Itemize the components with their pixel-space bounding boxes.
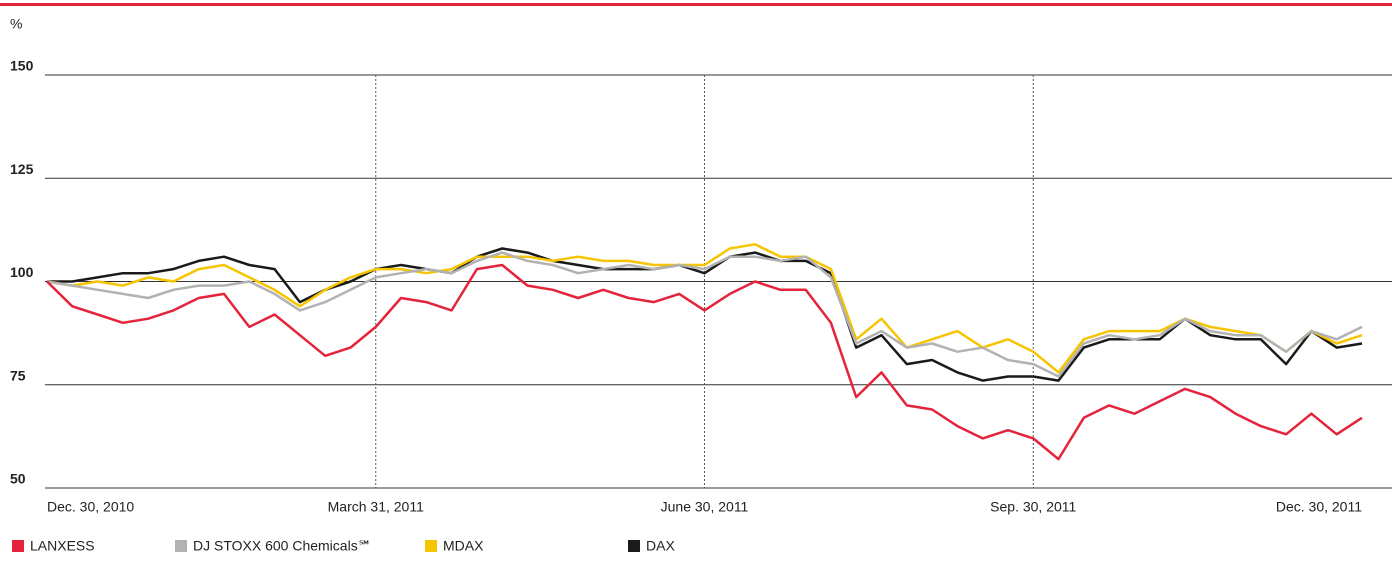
series-line	[46, 251, 1363, 378]
x-tick-label: Dec. 30, 2011	[1276, 499, 1362, 515]
x-tick-label: June 30, 2011	[661, 499, 749, 515]
series-line	[47, 247, 1363, 382]
y-tick-label: 75	[10, 367, 26, 383]
legend-swatch	[12, 540, 24, 552]
y-tick-label: 125	[10, 161, 34, 177]
series-line	[46, 243, 1363, 374]
x-tick-label: Sep. 30, 2011	[990, 499, 1076, 515]
legend-swatch	[425, 540, 437, 552]
legend-swatch	[628, 540, 640, 552]
legend-label: MDAX	[443, 538, 484, 554]
legend-label: DAX	[646, 538, 675, 554]
x-tick-label: Dec. 30, 2010	[47, 499, 134, 515]
y-tick-label: 150	[10, 58, 34, 74]
series-line	[46, 263, 1363, 461]
y-unit: %	[10, 16, 22, 32]
legend-label: DJ STOXX 600 Chemicals℠	[193, 538, 372, 554]
y-tick-label: 50	[10, 471, 26, 487]
y-tick-label: 100	[10, 264, 34, 280]
top-rule	[0, 3, 1392, 6]
x-tick-label: March 31, 2011	[328, 499, 424, 515]
legend-label: LANXESS	[30, 538, 95, 554]
legend-swatch	[175, 540, 187, 552]
